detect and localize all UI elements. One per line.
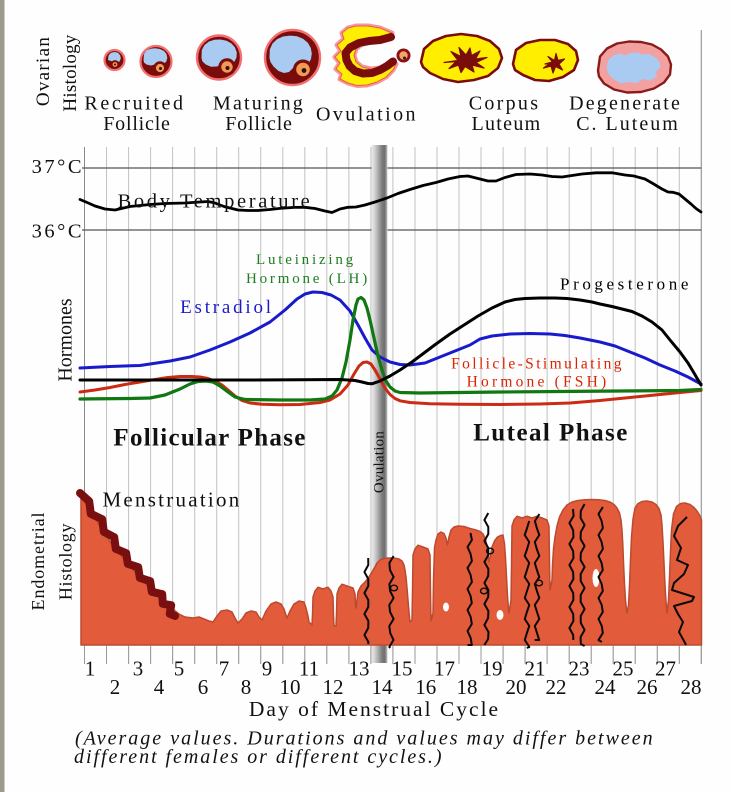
- svg-text:15: 15: [392, 657, 413, 681]
- svg-text:11: 11: [299, 657, 319, 681]
- svg-text:24: 24: [595, 675, 617, 699]
- svg-text:19: 19: [482, 657, 503, 681]
- svg-text:Ovulation: Ovulation: [371, 431, 387, 493]
- svg-text:9: 9: [262, 657, 273, 681]
- svg-text:20: 20: [506, 675, 527, 699]
- svg-text:different females or different: different females or different cycles.): [74, 746, 443, 768]
- svg-text:Degenerate: Degenerate: [569, 93, 682, 115]
- svg-text:22: 22: [546, 675, 567, 699]
- svg-text:Hormone (FSH): Hormone (FSH): [467, 374, 610, 391]
- svg-text:Hormone (LH): Hormone (LH): [246, 271, 370, 287]
- svg-text:Maturing: Maturing: [213, 93, 305, 115]
- svg-text:3: 3: [133, 657, 144, 681]
- svg-text:2: 2: [110, 675, 121, 699]
- svg-text:18: 18: [457, 675, 478, 699]
- svg-text:1: 1: [85, 657, 96, 681]
- svg-text:27: 27: [655, 657, 676, 681]
- svg-text:Estradiol: Estradiol: [180, 297, 274, 318]
- svg-text:25: 25: [613, 657, 634, 681]
- svg-text:5: 5: [174, 657, 185, 681]
- svg-text:37°C: 37°C: [32, 156, 84, 178]
- svg-text:Corpus: Corpus: [469, 93, 541, 115]
- svg-text:13: 13: [349, 657, 370, 681]
- svg-text:Menstruation: Menstruation: [103, 488, 242, 512]
- svg-text:Follicle: Follicle: [225, 113, 293, 135]
- svg-text:Body Temperature: Body Temperature: [118, 191, 313, 213]
- svg-text:23: 23: [569, 657, 590, 681]
- svg-text:8: 8: [241, 675, 252, 699]
- svg-text:Histology: Histology: [55, 523, 75, 600]
- svg-text:17: 17: [434, 657, 455, 681]
- svg-text:7: 7: [219, 657, 230, 681]
- svg-text:(Average values. Durations and: (Average values. Durations and values ma…: [75, 728, 655, 750]
- svg-text:21: 21: [525, 657, 546, 681]
- svg-text:C. Luteum: C. Luteum: [576, 113, 680, 135]
- svg-text:Follicle: Follicle: [103, 113, 171, 135]
- svg-text:Luteinizing: Luteinizing: [256, 252, 356, 268]
- svg-text:6: 6: [198, 675, 209, 699]
- svg-text:36°C: 36°C: [32, 221, 84, 243]
- svg-text:Luteum: Luteum: [471, 113, 541, 135]
- svg-text:Follicle-Stimulating: Follicle-Stimulating: [451, 356, 624, 373]
- svg-text:Luteal Phase: Luteal Phase: [473, 420, 629, 447]
- svg-text:Endometrial: Endometrial: [28, 512, 48, 611]
- svg-text:12: 12: [323, 675, 344, 699]
- svg-text:Hormones: Hormones: [54, 298, 76, 382]
- svg-text:10: 10: [280, 675, 301, 699]
- svg-text:4: 4: [154, 675, 165, 699]
- svg-text:Progesterone: Progesterone: [560, 275, 692, 294]
- svg-text:Ovulation: Ovulation: [316, 104, 418, 126]
- svg-text:14: 14: [372, 675, 394, 699]
- svg-text:Day of Menstrual Cycle: Day of Menstrual Cycle: [249, 697, 500, 721]
- svg-text:Recruited: Recruited: [84, 93, 185, 115]
- svg-text:16: 16: [415, 675, 436, 699]
- svg-text:26: 26: [637, 675, 658, 699]
- svg-text:28: 28: [681, 675, 702, 699]
- svg-text:Histology: Histology: [60, 34, 81, 111]
- svg-text:Ovarian: Ovarian: [33, 36, 54, 106]
- svg-text:Follicular Phase: Follicular Phase: [113, 425, 306, 452]
